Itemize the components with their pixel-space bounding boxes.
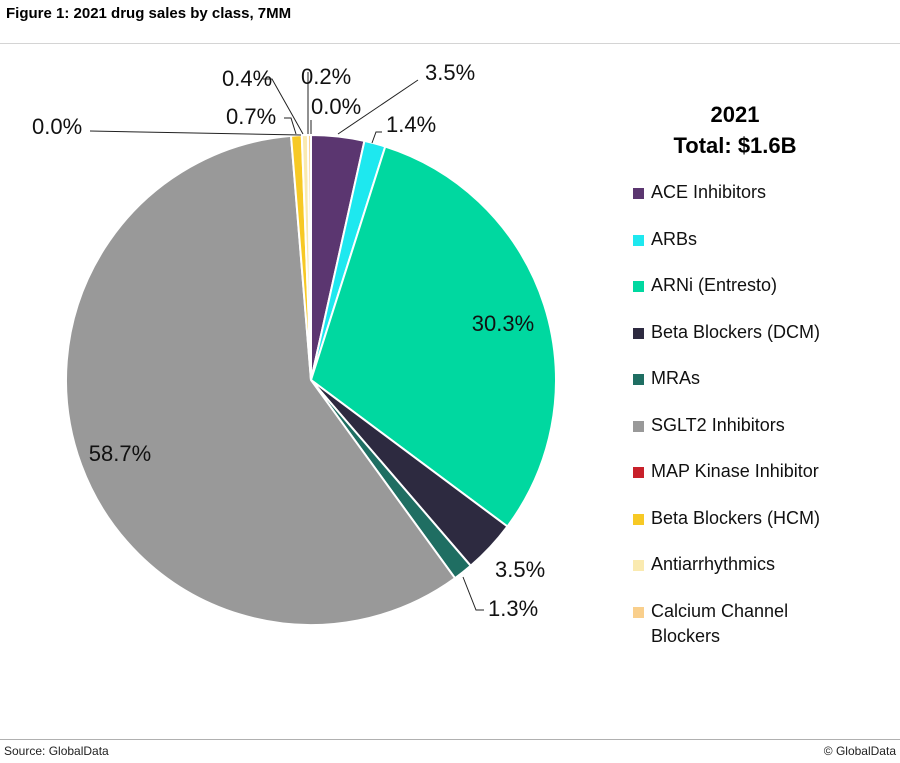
pie-slices [65, 133, 557, 626]
data-label-ace-inhibitors: 3.5% [425, 60, 475, 85]
legend-swatch [633, 281, 644, 292]
legend-label: ARBs [651, 228, 698, 249]
legend-swatch [633, 374, 644, 385]
legend-label: ACE Inhibitors [651, 182, 767, 202]
legend-title-year: 2021 [710, 102, 760, 127]
legend-swatch [633, 560, 644, 571]
data-label-beta-blockers-dcm: 3.5% [495, 557, 545, 582]
legend-swatch [633, 467, 644, 478]
slice-arni-entresto [309, 145, 557, 528]
legend-item-antiarrhythmics: Antiarrhythmics [633, 552, 775, 577]
legend-swatch [633, 327, 644, 339]
legend-title-total: Total: $1.6B [673, 133, 797, 158]
data-label-arni-entresto: 30.3% [472, 311, 534, 336]
data-label-calcium-channel-blockers: 0.2% [301, 64, 351, 89]
legend-label: MRAs [651, 368, 700, 388]
legend-swatch [633, 420, 644, 432]
slice-calcium-channel-blockers [306, 133, 312, 381]
legend-label: Calcium Channel Blockers [651, 600, 789, 646]
legend-item-calcium-channel-blockers: Calcium Channel Blockers [633, 599, 821, 649]
legend-label: Antiarrhythmics [651, 554, 776, 574]
title-divider [0, 43, 900, 44]
legend-label: MAP Kinase Inhibitor [651, 461, 819, 481]
leader-beta-blockers-hcm [284, 117, 297, 135]
leader-extra-0 [89, 130, 302, 136]
legend-label: ARNi (Entresto) [651, 275, 778, 295]
footer-divider [0, 739, 900, 740]
data-label-antiarrhythmics: 0.4% [222, 66, 272, 91]
leader-mras [462, 576, 484, 611]
legend-swatch [633, 188, 644, 199]
legend-swatch [633, 513, 644, 525]
legend-item-map-kinase-inhibitor: MAP Kinase Inhibitor [633, 459, 819, 484]
data-label-arbs: 1.4% [386, 112, 436, 137]
data-label-sglt2-inhibitors: 58.7% [89, 441, 151, 466]
legend-item-sglt2-inhibitors: SGLT2 Inhibitors [633, 413, 785, 438]
leader-ace-inhibitors [337, 79, 419, 135]
legend-label: Beta Blockers (HCM) [651, 507, 821, 528]
legend-item-ace-inhibitors: ACE Inhibitors [633, 180, 766, 205]
leader-arbs [371, 131, 382, 144]
source-note: Source: GlobalData [4, 744, 109, 758]
legend-swatch [633, 234, 644, 246]
slice-sglt2-inhibitors [65, 134, 457, 626]
legend-item-mras: MRAs [633, 366, 700, 391]
legend-swatch [633, 606, 644, 618]
legend-label: Beta Blockers (DCM) [651, 321, 821, 342]
data-label-extra-0: 0.0% [32, 114, 82, 139]
legend-item-beta-blockers-hcm: Beta Blockers (HCM) [633, 506, 820, 531]
data-labels: 3.5% 1.4% 30.3% 3.5% 1.3% 58.7% 0.0% 0.7% 0.4% 0.… [32, 60, 545, 621]
legend-item-arni-entresto: ARNi (Entresto) [633, 273, 777, 298]
data-label-mras: 1.3% [488, 596, 538, 621]
data-label-beta-blockers-hcm: 0.7% [226, 104, 276, 129]
copyright-note: © GlobalData [823, 744, 896, 758]
leader-antiarrhythmics [263, 78, 304, 135]
legend-item-arbs: ARBs [633, 227, 697, 252]
data-label-map-kinase-inhibitor: 0.0% [311, 94, 361, 119]
figure-title: Figure 1: 2021 drug sales by class, 7MM [6, 5, 292, 22]
leader-lines [89, 72, 484, 611]
legend-item-beta-blockers-dcm: Beta Blockers (DCM) [633, 320, 820, 345]
legend-label: SGLT2 Inhibitors [651, 414, 785, 435]
